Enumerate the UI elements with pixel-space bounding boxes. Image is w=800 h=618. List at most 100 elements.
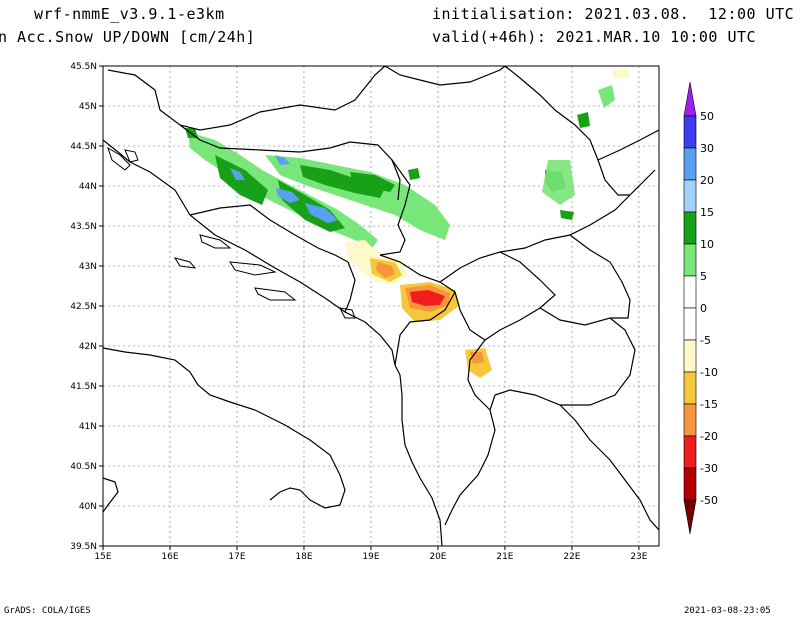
footer-left: GrADS: COLA/IGES xyxy=(4,606,91,616)
island-4 xyxy=(229,261,277,276)
latitude-axis: 45.5N 45N 44.5N 44N 43.5N 43N 42.5N 42N 41.5N 41N… xyxy=(70,62,103,552)
lon-tick-label: 18E xyxy=(295,552,312,562)
lon-tick-label: 20E xyxy=(429,552,446,562)
lon-tick-label: 19E xyxy=(362,552,379,562)
colorbar-segment xyxy=(683,115,697,149)
border-serbia-bg xyxy=(569,234,631,319)
border-mk-bg xyxy=(494,307,636,406)
model-title: wrf-nmmE_v3.9.1-e3km xyxy=(34,5,225,23)
colorbar-label: 0 xyxy=(700,302,707,315)
accum-peak-2 xyxy=(305,203,338,223)
border-hungary xyxy=(384,65,506,86)
lat-tick-label: 45N xyxy=(79,102,97,112)
lon-tick-label: 17E xyxy=(228,552,245,562)
italy-heel xyxy=(102,477,119,513)
colorbar-label: -10 xyxy=(700,366,718,379)
lat-tick-label: 42.5N xyxy=(70,302,97,312)
colorbar-segment xyxy=(683,211,697,245)
border-greece xyxy=(489,394,660,531)
valid-time: valid(+46h): 2021.MAR.10 10:00 UTC xyxy=(432,28,757,46)
island-2 xyxy=(124,149,139,163)
colorbar-segment xyxy=(683,435,697,469)
colorbar-label: -30 xyxy=(700,462,718,475)
lon-tick-label: 15E xyxy=(94,552,111,562)
field-title: n Acc.Snow UP/DOWN [cm/24h] xyxy=(0,28,256,46)
colorbar-label: 10 xyxy=(700,238,714,251)
colorbar-bottom-arrow xyxy=(683,499,697,535)
colorbar-segment xyxy=(683,339,697,373)
colorbar-label: 20 xyxy=(700,174,714,187)
border-bosnia-north xyxy=(179,124,401,201)
accum-core-4 xyxy=(350,172,395,192)
lat-tick-label: 43N xyxy=(79,262,97,272)
island-5 xyxy=(173,257,197,269)
lon-tick-label: 21E xyxy=(496,552,513,562)
lat-tick-label: 40N xyxy=(79,502,97,512)
colorbar-segment xyxy=(683,307,697,341)
accum-peak-3 xyxy=(230,168,245,180)
border-serbia-east xyxy=(499,169,656,253)
lon-tick-label: 23E xyxy=(630,552,647,562)
colorbar-label: 50 xyxy=(700,110,714,123)
lon-tick-label: 22E xyxy=(563,552,580,562)
colorbar-label: -50 xyxy=(700,494,718,507)
border-kosovo xyxy=(439,251,556,341)
colorbar-label: -5 xyxy=(700,334,711,347)
border-romania-bg xyxy=(597,129,660,161)
colorbar-segment xyxy=(683,179,697,213)
colorbar-segment xyxy=(683,147,697,181)
coastlines-borders xyxy=(102,65,660,547)
accum-east-4 xyxy=(577,112,590,128)
lat-tick-label: 43.5N xyxy=(70,222,97,232)
melt-area-3 xyxy=(376,262,395,278)
border-montenegro xyxy=(344,254,456,313)
init-time: initialisation: 2021.03.08. 12:00 UTC xyxy=(432,5,795,23)
lat-tick-label: 45.5N xyxy=(70,62,97,72)
colorbar-segment xyxy=(683,275,697,309)
lat-tick-label: 44.5N xyxy=(70,142,97,152)
accum-east-3 xyxy=(598,85,615,108)
adriatic-coast xyxy=(102,139,443,547)
border-romania xyxy=(504,65,630,196)
lat-tick-label: 40.5N xyxy=(70,462,97,472)
colorbar-segment xyxy=(683,243,697,277)
accum-peak-4 xyxy=(275,155,290,165)
footer-right: 2021-03-08-23:05 xyxy=(684,606,771,616)
italy-coast xyxy=(102,347,346,509)
lat-tick-label: 41N xyxy=(79,422,97,432)
islands xyxy=(107,146,356,319)
accum-core-3 xyxy=(300,165,385,198)
longitude-axis: 15E 16E 17E 18E 19E 20E 21E 22E 23E xyxy=(94,546,648,562)
colorbar-label: 30 xyxy=(700,142,714,155)
border-serbia-west xyxy=(379,159,411,256)
colorbar-segment xyxy=(683,371,697,405)
accum-east-2 xyxy=(542,160,575,205)
colorbar-label: -15 xyxy=(700,398,718,411)
accum-spot-2 xyxy=(408,168,420,180)
lat-tick-label: 42N xyxy=(79,342,97,352)
colorbar-segment xyxy=(683,467,697,501)
island-3 xyxy=(199,234,232,249)
border-bosnia-south xyxy=(189,204,349,263)
accum-east-5 xyxy=(560,210,574,220)
accum-peak-1 xyxy=(276,188,300,203)
lat-tick-label: 39.5N xyxy=(70,542,97,552)
lat-tick-label: 41.5N xyxy=(70,382,97,392)
melt-area-9 xyxy=(612,70,630,78)
island-7 xyxy=(339,307,356,319)
colorbar-label: 5 xyxy=(700,270,707,283)
snow-melt-areas xyxy=(345,70,630,378)
lon-tick-label: 16E xyxy=(161,552,178,562)
lat-tick-label: 44N xyxy=(79,182,97,192)
colorbar-label: -20 xyxy=(700,430,718,443)
island-6 xyxy=(254,287,297,301)
melt-area-6 xyxy=(410,290,445,306)
border-slovenia-croatia xyxy=(107,65,386,131)
border-albania-mk xyxy=(394,291,496,526)
map-area xyxy=(103,66,659,546)
colorbar-top-arrow xyxy=(683,81,697,117)
snow-accumulation-areas xyxy=(185,85,615,248)
colorbar-segment xyxy=(683,403,697,437)
